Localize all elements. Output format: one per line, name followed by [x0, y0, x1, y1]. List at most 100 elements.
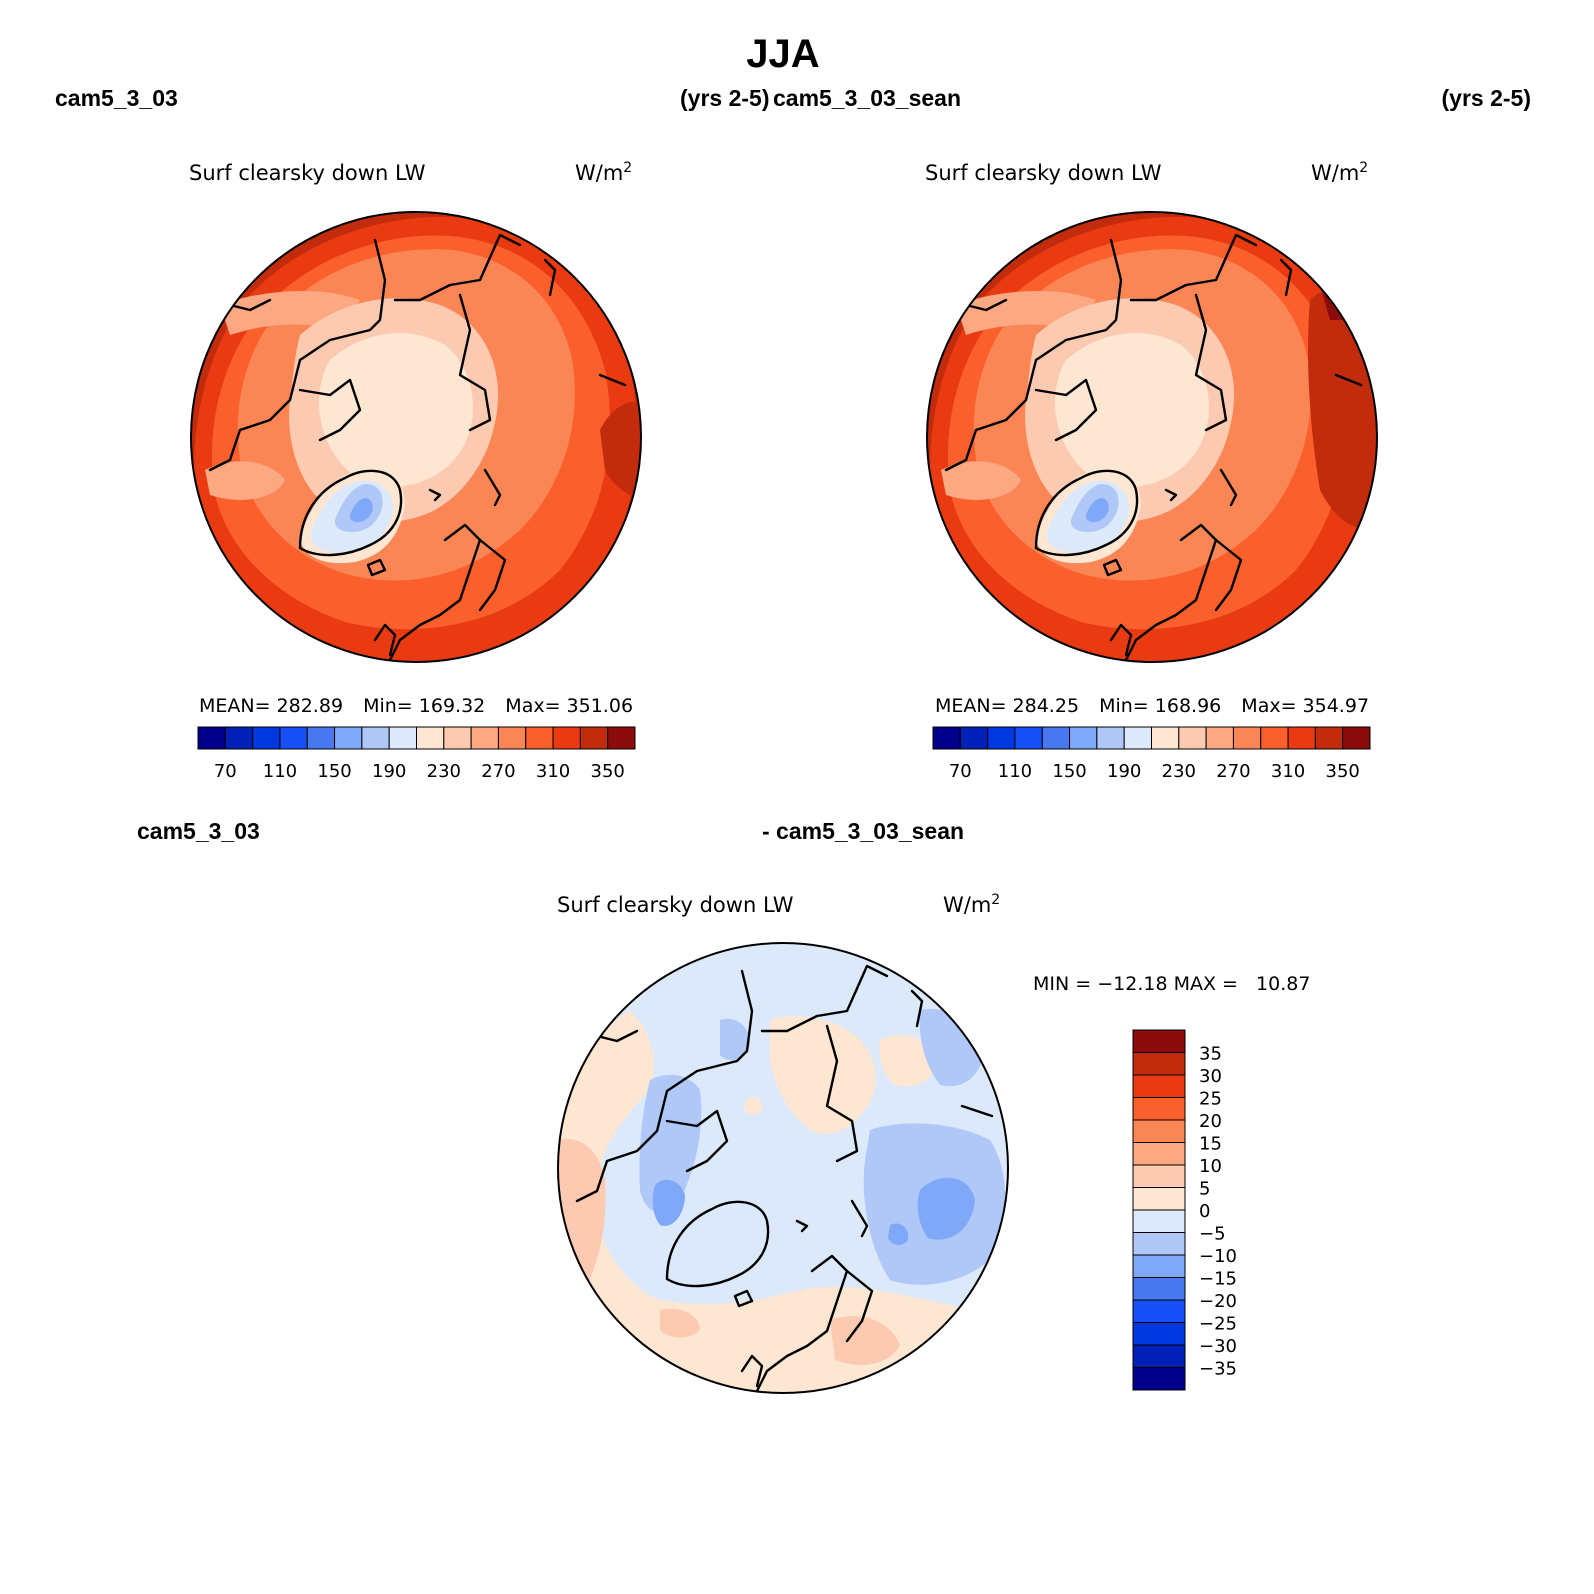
colorbar-tick-label: 5: [1199, 1179, 1210, 1200]
colorbar-swatch: [1132, 1209, 1186, 1233]
colorbar-tick-label: −20: [1199, 1291, 1237, 1312]
colorbar-swatch: [1132, 1367, 1186, 1391]
panel-right-units: W/m2: [1311, 160, 1368, 185]
coastlines-left: [208, 233, 627, 662]
colorbar-swatch: [1069, 726, 1098, 750]
colorbar-tick-label: 0: [1199, 1201, 1210, 1222]
left-years: (yrs 2-5): [680, 85, 769, 111]
panel-diff-units: W/m2: [943, 892, 1000, 917]
colorbar-tick-label: 350: [1326, 761, 1360, 782]
left-case-name: cam5_3_03: [55, 85, 178, 111]
colorbar-swatch: [1342, 726, 1371, 750]
field-greenland-170: [1085, 498, 1109, 523]
panel-diff-stats: MIN = −12.18 MAX = 10.87: [1033, 973, 1310, 995]
colorbar-tick-label: −30: [1199, 1336, 1237, 1357]
colorbar-swatch: [1314, 726, 1344, 750]
field-arctic-230: [1054, 333, 1209, 488]
field-patch-270b: [205, 461, 285, 500]
figure-title: JJA: [746, 32, 819, 76]
colorbar-swatch: [1132, 1029, 1186, 1053]
colorbar-swatch: [1132, 1142, 1186, 1166]
colorbar-swatch: [361, 726, 390, 750]
colorbar-tick-label: 230: [427, 761, 461, 782]
colorbar-tick-label: 350: [591, 761, 625, 782]
panel-right-stats: MEAN= 284.25 Min= 168.96 Max= 354.97: [935, 695, 1369, 717]
diff-case-a: cam5_3_03: [137, 818, 260, 844]
colorbar-swatch: [1132, 1254, 1186, 1278]
colorbar-swatch: [1123, 726, 1152, 750]
field-neg-spot: [888, 1223, 909, 1246]
colorbar-tick-label: −35: [1199, 1359, 1237, 1380]
colorbar-tick-label: 110: [998, 761, 1032, 782]
colorbar-tick-label: 70: [949, 761, 972, 782]
colorbar-swatch: [579, 726, 609, 750]
map-right-border: [926, 211, 1378, 663]
colorbar-swatch: [1132, 1097, 1186, 1121]
panel-left-title: Surf clearsky down LW: [189, 161, 426, 185]
colorbar-tick-label: 270: [1216, 761, 1250, 782]
colorbar-swatch: [1151, 726, 1180, 750]
colorbar-swatch: [1205, 726, 1234, 750]
right-case-name: cam5_3_03_sean: [773, 85, 961, 111]
panel-left-units: W/m2: [575, 160, 632, 185]
field-pos-alaska: [770, 1016, 876, 1134]
colorbar-swatch: [1132, 1299, 1186, 1323]
colorbar-swatch: [1041, 726, 1071, 750]
colorbar-tick-label: 230: [1162, 761, 1196, 782]
map-right: [927, 212, 1377, 662]
colorbar-swatch: [552, 726, 581, 750]
colorbar-swatch: [1178, 726, 1207, 750]
panel-right-title: Surf clearsky down LW: [925, 161, 1162, 185]
panel-left-stats: MEAN= 282.89 Min= 169.32 Max= 351.06: [199, 695, 633, 717]
colorbar-swatch: [1287, 726, 1316, 750]
colorbar-tick-label: 30: [1199, 1066, 1222, 1087]
colorbar-tick-label: −25: [1199, 1314, 1237, 1335]
colorbar-swatch: [1132, 1164, 1186, 1188]
colorbar-tick-label: 150: [317, 761, 351, 782]
colorbar-swatch: [1232, 726, 1262, 750]
colorbar-swatch: [306, 726, 336, 750]
colorbar-tick-label: −5: [1199, 1224, 1226, 1245]
colorbar-swatch: [252, 726, 281, 750]
field-pos-small: [660, 1308, 700, 1338]
colorbar-swatch: [1132, 1074, 1186, 1098]
field-greenland-170: [349, 498, 373, 523]
colorbar-swatch: [987, 726, 1016, 750]
field-neg-siberia-core: [917, 1177, 975, 1240]
colorbar-swatch: [1132, 1187, 1186, 1211]
colorbar-tick-label: 15: [1199, 1134, 1222, 1155]
colorbar-swatch: [470, 726, 499, 750]
panel-diff-title: Surf clearsky down LW: [557, 893, 794, 917]
field-neg-archipelago: [639, 1074, 702, 1213]
colorbar-swatch: [388, 726, 417, 750]
panel-right: Surf clearsky down LW W/m2: [925, 160, 1378, 782]
colorbar-swatch: [443, 726, 472, 750]
map-diff: [558, 943, 1008, 1393]
colorbar-tick-label: 10: [1199, 1156, 1222, 1177]
colorbar-swatch: [1132, 1277, 1186, 1301]
coastlines-right: [944, 233, 1363, 662]
colorbar-swatch: [1132, 1322, 1186, 1346]
panel-diff: Surf clearsky down LW W/m2: [557, 892, 1310, 1394]
colorbar-tick-label: −15: [1199, 1269, 1237, 1290]
colorbar-tick-label: 190: [372, 761, 406, 782]
map-diff-border: [557, 942, 1009, 1394]
colorbar-tick-label: 70: [214, 761, 237, 782]
colorbar-left: 70 110 150 190 230 270 310 350: [197, 726, 636, 782]
colorbar-swatch: [959, 726, 989, 750]
colorbar-swatch: [1132, 1344, 1186, 1368]
colorbar-swatch: [334, 726, 363, 750]
colorbar-swatch: [1014, 726, 1043, 750]
colorbar-swatch: [497, 726, 527, 750]
colorbar-swatch: [279, 726, 308, 750]
colorbar-tick-label: 150: [1052, 761, 1086, 782]
colorbar-tick-label: 35: [1199, 1044, 1222, 1065]
colorbar-swatch: [1132, 1052, 1186, 1076]
colorbar-swatch: [1260, 726, 1289, 750]
colorbar-tick-label: 270: [481, 761, 515, 782]
colorbar-tick-label: 310: [1271, 761, 1305, 782]
colorbar-tick-label: 110: [263, 761, 297, 782]
field-east-maxima: [600, 401, 641, 501]
